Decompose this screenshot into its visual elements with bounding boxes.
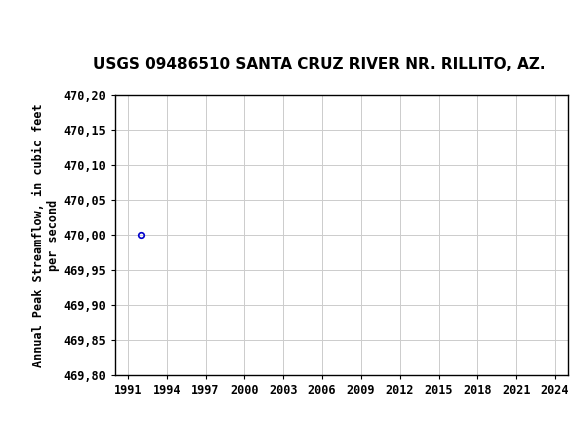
Text: USGS: USGS (36, 9, 91, 27)
Y-axis label: Annual Peak Streamflow, in cubic feet
per second: Annual Peak Streamflow, in cubic feet pe… (32, 103, 60, 367)
Text: USGS 09486510 SANTA CRUZ RIVER NR. RILLITO, AZ.: USGS 09486510 SANTA CRUZ RIVER NR. RILLI… (93, 56, 545, 71)
